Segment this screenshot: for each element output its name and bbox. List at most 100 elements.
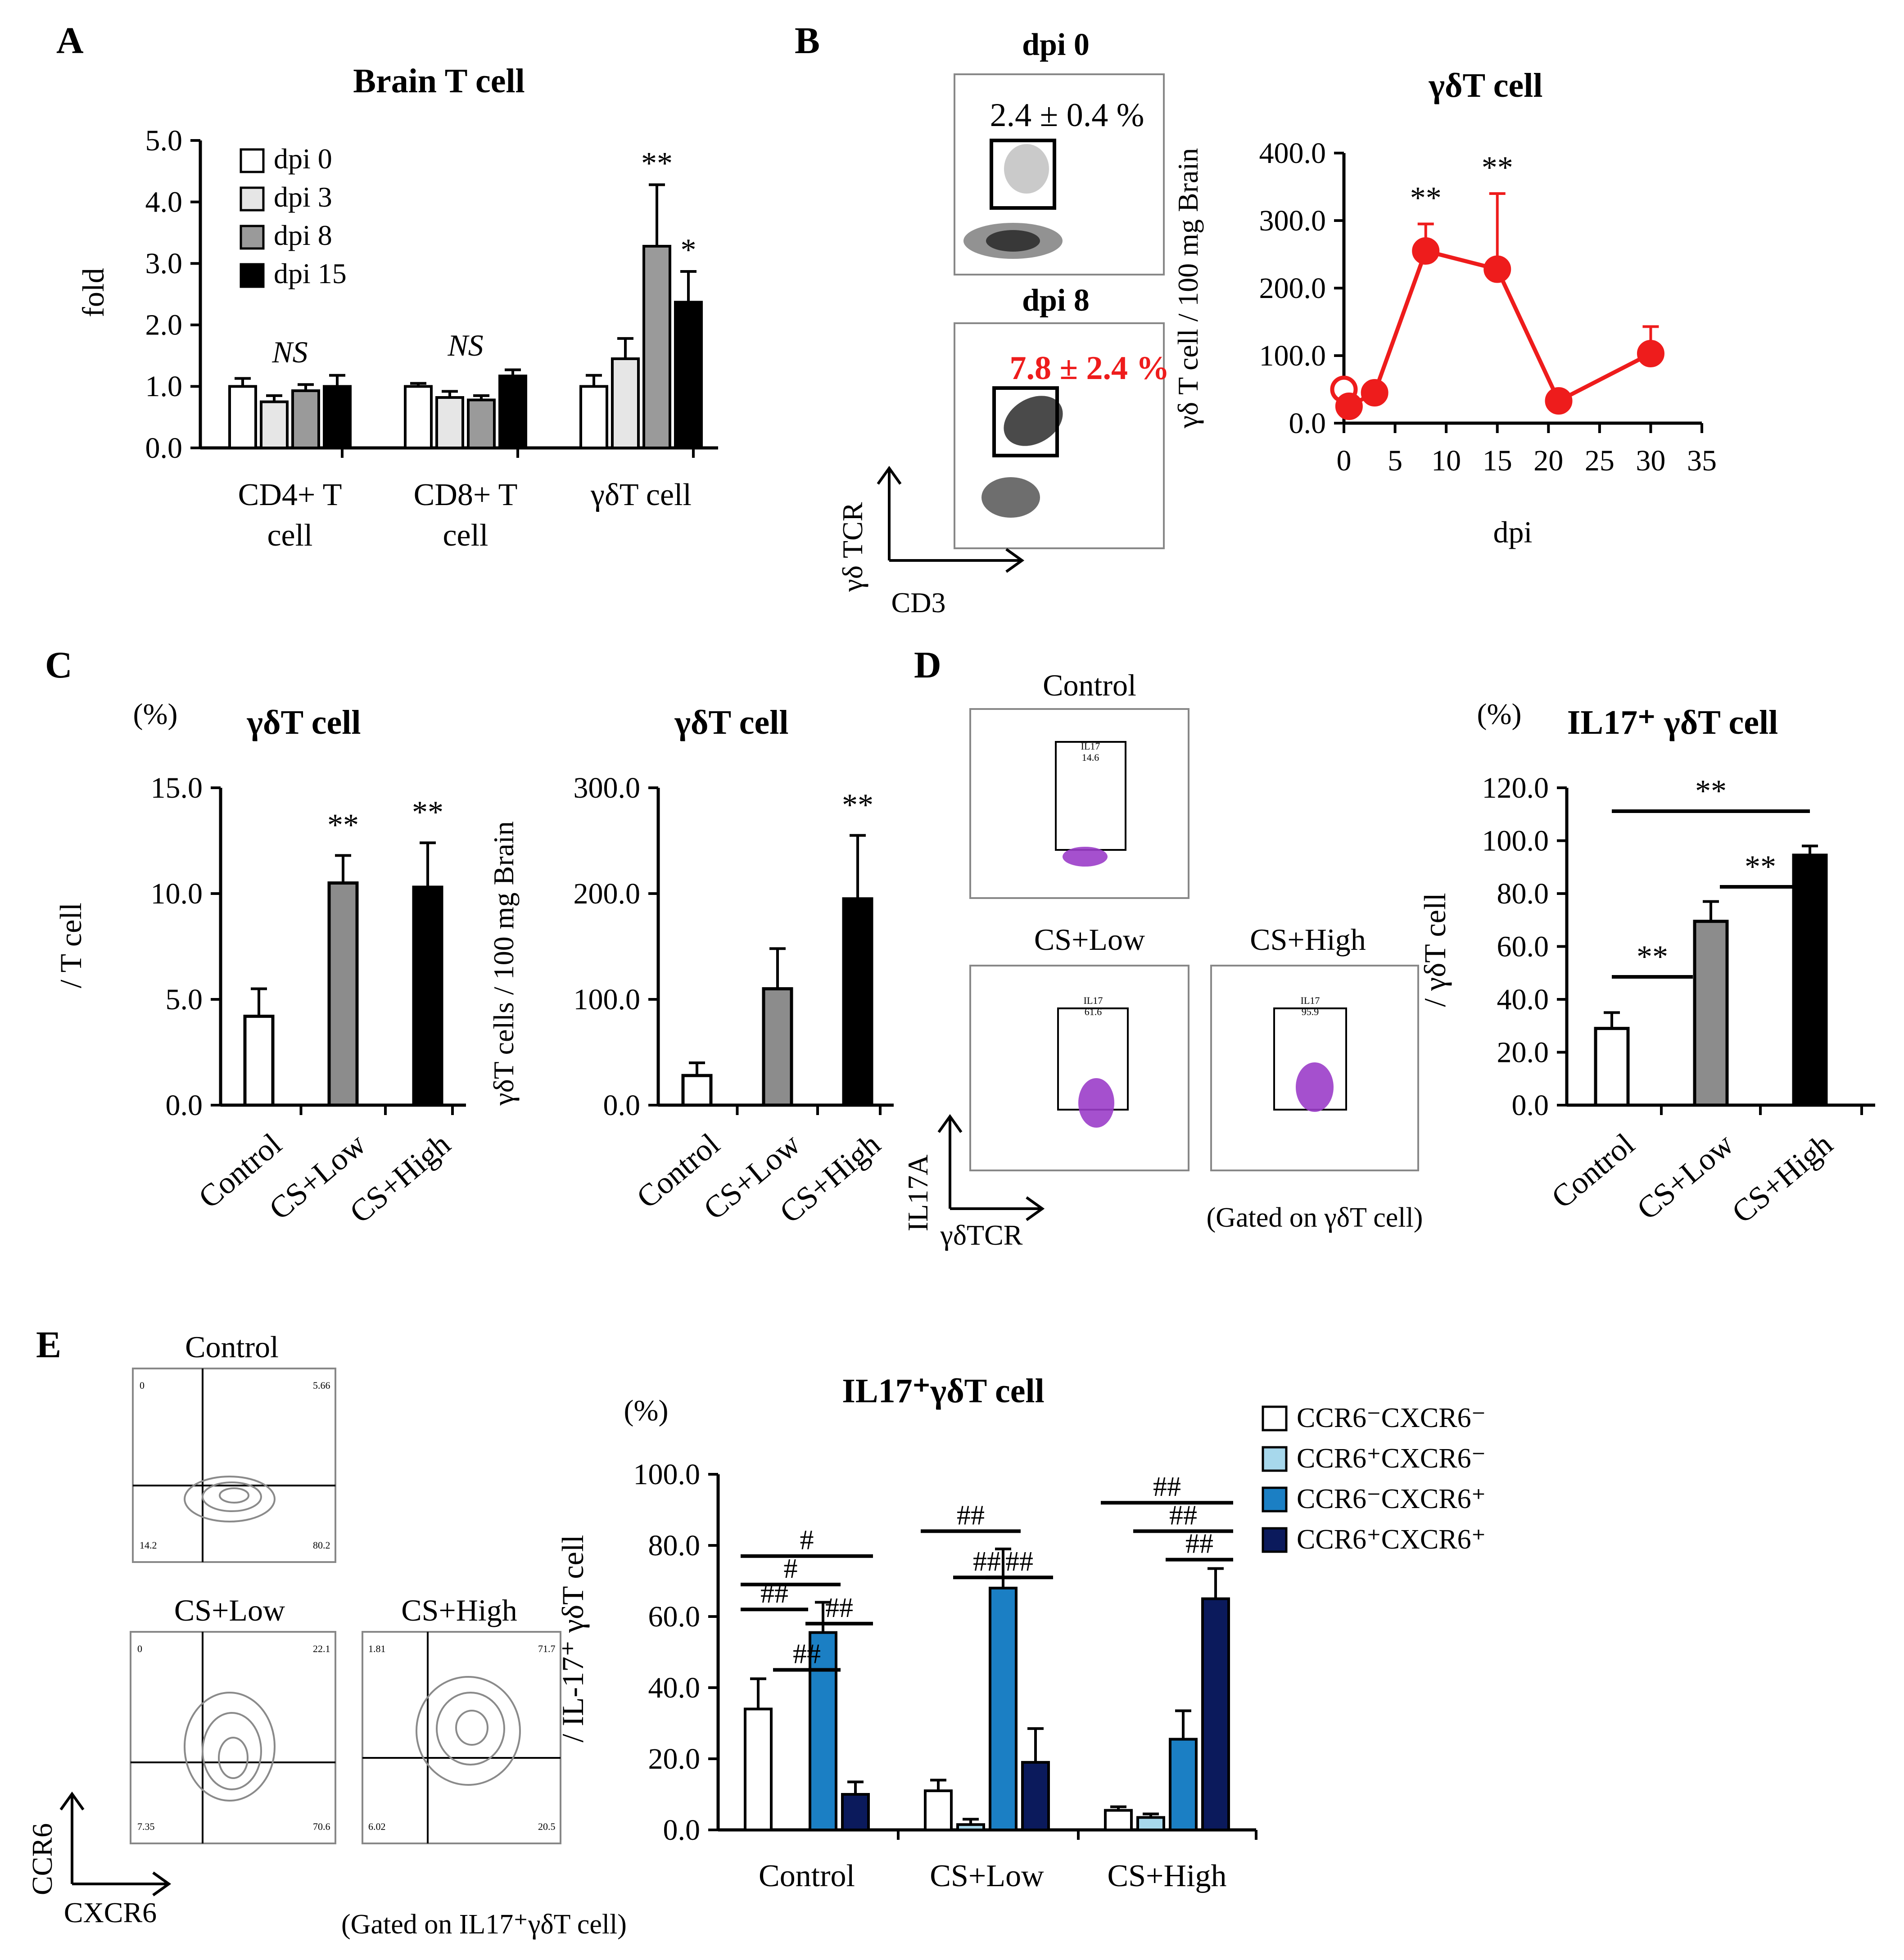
- flow-b-yaxis-label: γδ TCR: [837, 502, 868, 592]
- panel-e-label: E: [36, 1324, 61, 1366]
- x-category-label: CD4+ T: [238, 478, 342, 512]
- y-tick-label: 200.0: [1259, 272, 1326, 305]
- y-tick-label: 100.0: [633, 1458, 701, 1491]
- panel-c-right-ylabel: γδT cells / 100 mg Brain: [488, 821, 520, 1106]
- significance-marker: ##: [1005, 1546, 1033, 1577]
- significance-marker: ##: [973, 1546, 1001, 1577]
- panel-d-chart-title: IL17⁺ γδT cell: [1567, 704, 1778, 741]
- flow-e-yaxis-label: CCR6: [26, 1823, 58, 1895]
- flow-d-low-gate-value: 61.6: [1085, 1006, 1102, 1017]
- significance-marker: ##: [825, 1593, 853, 1623]
- y-tick-label: 15.0: [151, 772, 203, 804]
- legend-label: dpi 3: [274, 181, 332, 213]
- significance-marker: ##: [793, 1639, 821, 1670]
- y-tick-label: 5.0: [166, 983, 203, 1016]
- significance-marker: ##: [1153, 1472, 1181, 1502]
- y-tick-label: 80.0: [1497, 877, 1549, 910]
- panel-e-unit: (%): [624, 1394, 669, 1427]
- flow-contour: [219, 1487, 249, 1504]
- flow-e-high-title: CS+High: [401, 1593, 517, 1627]
- panel-e-chart-title: IL17⁺γδT cell: [842, 1372, 1044, 1410]
- flow-plot-d-control: [969, 708, 1189, 899]
- bar-ccr6neg-cxcr6pos: [989, 1586, 1018, 1832]
- panel-d: D Control IL17 14.6 CS+Low IL17 61.6 CS+…: [902, 644, 1875, 1251]
- flow-d-axis-arrows: [937, 1114, 1045, 1221]
- y-tick-label: 40.0: [1497, 983, 1549, 1016]
- y-tick-label: 60.0: [1497, 930, 1549, 963]
- flow-gate: [990, 139, 1056, 210]
- bar-dpi0: [579, 385, 608, 450]
- panel-b-chart-title: γδT cell: [1428, 67, 1542, 104]
- flow-e-control-q2: 5.66: [313, 1380, 330, 1391]
- flow-contour: [436, 1692, 505, 1766]
- panel-a-ylabel: fold: [76, 268, 110, 317]
- flow-e-low-title: CS+Low: [174, 1593, 285, 1627]
- bar-ccr6neg-cxcr6neg: [924, 1789, 953, 1832]
- significance-marker: **: [842, 788, 873, 822]
- x-category-label: CD8+ T: [414, 478, 518, 512]
- legend-swatch: [1262, 1446, 1288, 1472]
- bar-dpi15: [674, 301, 703, 449]
- legend-label: dpi 15: [274, 257, 347, 289]
- y-tick-label: 0.0: [166, 1089, 203, 1122]
- bar-dpi3: [435, 396, 464, 449]
- y-tick-label: 0.0: [603, 1089, 641, 1122]
- y-tick-label: 4.0: [145, 185, 183, 218]
- x-category-label: CS+Low: [1631, 1127, 1741, 1227]
- panel-d-plot: 0.0 20.0 40.0 60.0 80.0 100.0 120.0 ControlCS+L…: [1482, 772, 1875, 1230]
- bar-ccr6pos-cxcr6pos: [1201, 1597, 1230, 1831]
- flow-b-bottom-title: dpi 8: [1022, 283, 1090, 318]
- data-point: [1361, 379, 1388, 406]
- flow-population: [1063, 847, 1108, 867]
- panel-c: C (%) γδT cell / T cell 0.05.010.015.0Co…: [45, 644, 894, 1230]
- panel-e-ylabel: / IL-17⁺ γδT cell: [556, 1535, 590, 1742]
- bar-dpi3: [611, 357, 640, 449]
- flow-e-gated-note: (Gated on IL17⁺γδT cell): [341, 1909, 627, 1940]
- y-tick-label: 40.0: [648, 1671, 701, 1704]
- data-point: [1412, 237, 1440, 265]
- bar-cs-low: [1693, 920, 1729, 1107]
- panel-b-plot: 0.0 100.0 200.0 300.0 400.0 0 5 10 15 20 25 30 35 ** *…: [1259, 137, 1717, 477]
- x-category-label: Control: [1545, 1127, 1641, 1215]
- flow-contour: [218, 1737, 249, 1779]
- data-point: [1483, 255, 1511, 283]
- y-tick-label: 200.0: [574, 877, 641, 910]
- x-tick-label: 5: [1388, 444, 1402, 477]
- flow-contour: [184, 1692, 276, 1802]
- legend-swatch: [1262, 1486, 1288, 1513]
- bar-cs-low: [762, 987, 793, 1107]
- data-point: [1335, 393, 1363, 420]
- legend-label: CCR6⁺CXCR6⁺: [1297, 1524, 1486, 1555]
- significance-marker: **: [412, 795, 443, 830]
- flow-e-high-q3: 20.5: [538, 1821, 556, 1832]
- panel-b-xlabel: dpi: [1493, 515, 1533, 549]
- panel-c-label: C: [45, 644, 72, 686]
- y-tick-label: 100.0: [1482, 824, 1549, 857]
- y-tick-label: 80.0: [648, 1529, 701, 1562]
- flow-e-high-q2: 71.7: [538, 1643, 556, 1654]
- flow-e-high-q4: 6.02: [368, 1821, 386, 1832]
- x-category-label: CS+Low: [930, 1859, 1044, 1893]
- data-point: [1545, 387, 1573, 415]
- bar-control: [243, 1015, 275, 1107]
- flow-d-control-title: Control: [1043, 668, 1136, 702]
- flow-population: [986, 230, 1040, 252]
- flow-e-high-q1: 1.81: [368, 1643, 386, 1654]
- y-tick-label: 120.0: [1482, 772, 1549, 804]
- y-tick-label: 20.0: [648, 1743, 701, 1775]
- bar-ccr6pos-cxcr6pos: [841, 1793, 870, 1831]
- flow-plot-dpi8: [954, 322, 1165, 549]
- flow-population: [1296, 1062, 1334, 1112]
- flow-population: [981, 477, 1040, 518]
- bar-dpi3: [260, 400, 289, 449]
- flow-plot-dpi0: [954, 73, 1165, 275]
- flow-plot-e-control: [132, 1368, 336, 1563]
- bar-dpi15: [498, 375, 527, 449]
- x-category-label: CS+High: [1726, 1127, 1840, 1230]
- flow-d-low-gate-name: IL17: [1084, 995, 1103, 1006]
- bar-dpi15: [323, 385, 352, 450]
- flow-contour: [202, 1481, 262, 1512]
- legend-swatch: [1262, 1527, 1288, 1553]
- flow-b-xaxis-label: CD3: [891, 587, 946, 619]
